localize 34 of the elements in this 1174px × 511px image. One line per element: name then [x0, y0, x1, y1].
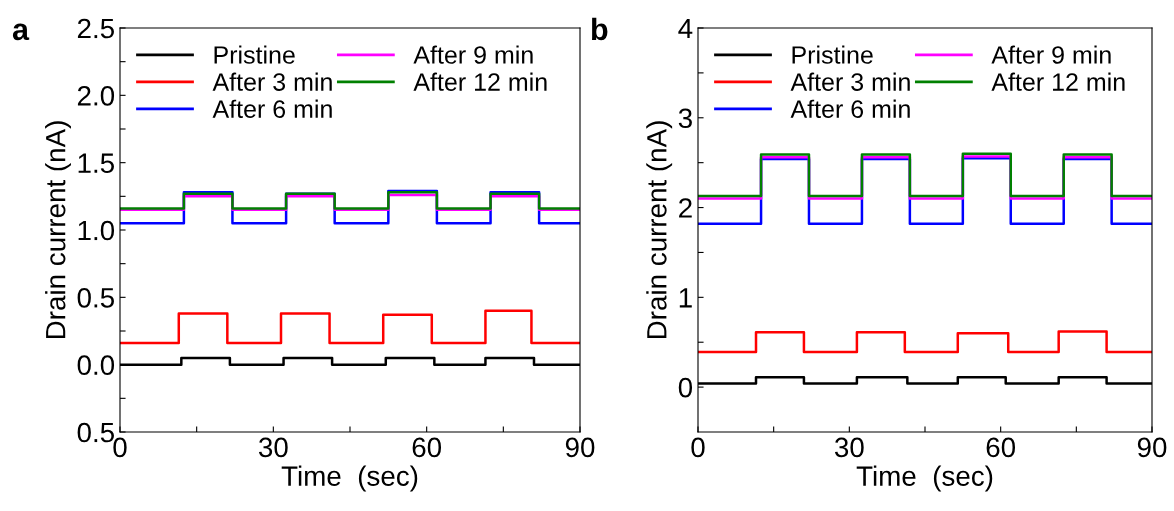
y-tick-label: 0.5: [77, 288, 114, 308]
y-tick-label: 1.5: [78, 153, 114, 174]
chart-title: a: [12, 23, 30, 41]
y-axis-title: Drain current (nA): [646, 121, 673, 339]
y-tick-label: 0: [678, 377, 693, 398]
x-axis-title: Time (sec): [856, 465, 993, 492]
y-tick-label: 2: [679, 198, 692, 218]
legend-label: After 6 min: [212, 99, 332, 118]
legend-label: After 9 min: [991, 45, 1111, 64]
y-tick-label: 0.0: [77, 355, 115, 376]
legend-label: After 3 min: [790, 72, 910, 91]
x-tick-label: 90: [1137, 437, 1167, 458]
legend-label: After 6 min: [790, 99, 910, 118]
y-tick-label: 0.5: [77, 422, 114, 443]
y-tick-label: 1: [679, 288, 692, 308]
y-tick-label: 1.0: [78, 220, 115, 241]
x-tick-label: 30: [258, 437, 288, 458]
y-tick-label: 3: [678, 108, 692, 129]
legend-label: Pristine: [792, 45, 873, 64]
y-tick-label: 4: [678, 18, 693, 39]
x-tick-label: 30: [834, 437, 864, 458]
legend-label: After 12 min: [413, 72, 547, 91]
legend-label: After 9 min: [413, 45, 533, 64]
x-tick-label: 60: [986, 437, 1016, 458]
y-tick-label: 2.5: [77, 18, 114, 39]
x-tick-label: 60: [412, 437, 442, 458]
y-axis-title: Drain current (nA): [45, 121, 71, 339]
legend-label: After 12 min: [991, 72, 1125, 91]
x-tick-label: 90: [565, 437, 595, 458]
chart-title: b: [592, 17, 608, 41]
x-axis-title: Time (sec): [281, 465, 418, 492]
y-tick-label: 2.0: [77, 86, 115, 106]
legend-label: Pristine: [214, 45, 295, 64]
legend-label: After 3 min: [212, 72, 332, 91]
